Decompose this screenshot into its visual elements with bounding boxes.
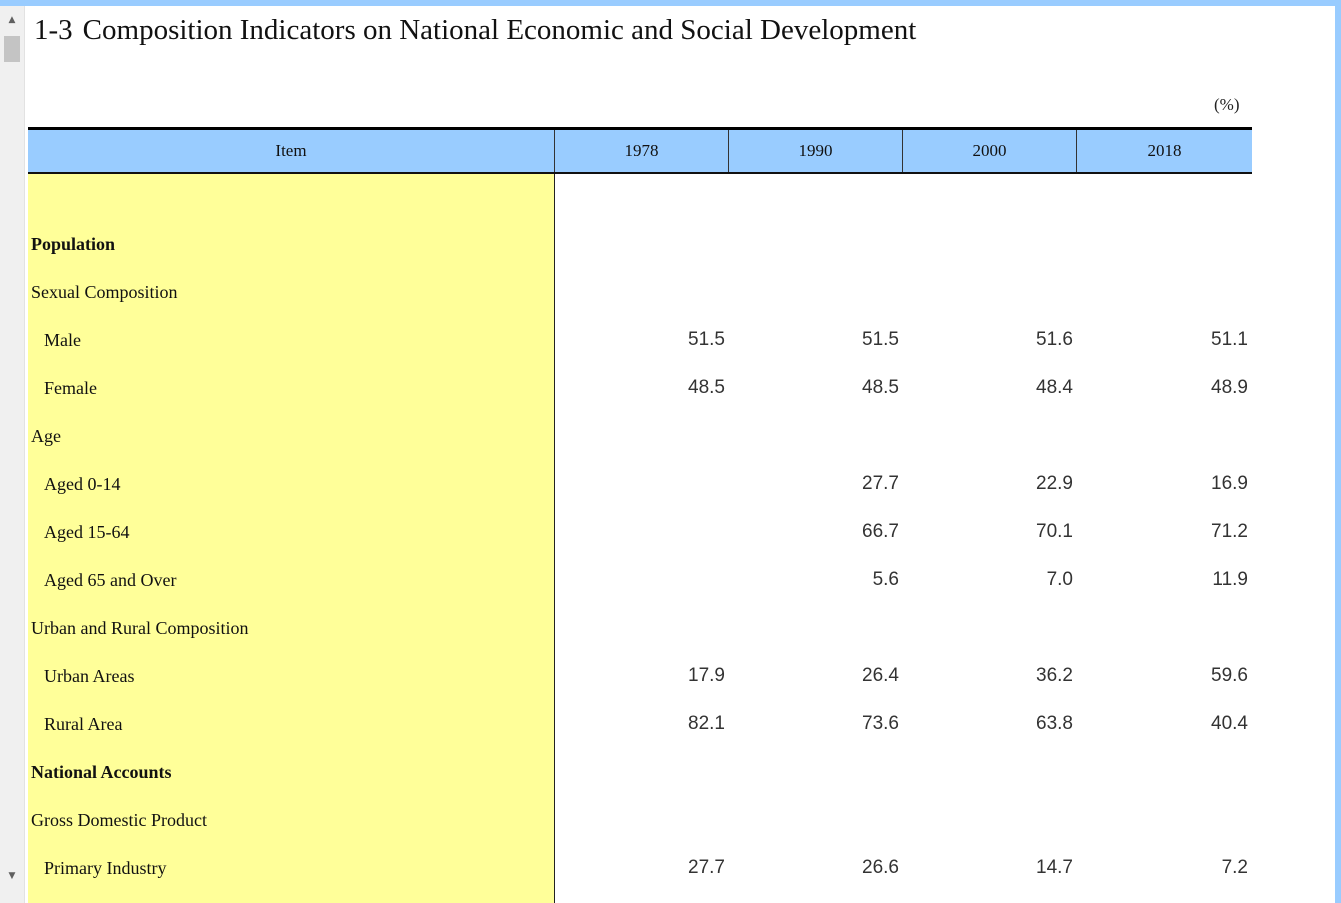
cell-1990: 26.6 <box>862 857 899 878</box>
unit-label: (%) <box>1214 95 1240 114</box>
row-label: Gross Domestic Product <box>31 809 207 830</box>
cell-2000: 14.7 <box>1036 857 1073 878</box>
table-title-text: Composition Indicators on National Econo… <box>82 14 917 46</box>
row-label: Population <box>31 233 116 254</box>
cell-1990: 73.6 <box>862 713 899 734</box>
cell-2000: 70.1 <box>1036 521 1073 542</box>
row-label: National Accounts <box>31 761 172 782</box>
table-number: 1-3 <box>34 14 73 46</box>
cell-1978: 82.1 <box>688 713 725 734</box>
table-row: Rural Area 82.1 73.6 63.8 40.4 <box>28 700 1252 748</box>
cell-2000: 22.9 <box>1036 473 1073 494</box>
row-label: Sexual Composition <box>31 281 178 302</box>
cell-1990: 51.5 <box>862 329 899 350</box>
cell-1990: 27.7 <box>862 473 899 494</box>
cell-2018: 16.9 <box>1211 473 1248 494</box>
row-label: Aged 0-14 <box>44 473 121 494</box>
header-year-1990: 1990 <box>729 130 903 172</box>
cell-1978: 51.5 <box>688 329 725 350</box>
row-label: Urban and Rural Composition <box>31 617 249 638</box>
table-row: Female 48.5 48.5 48.4 48.9 <box>28 364 1252 412</box>
scroll-thumb[interactable] <box>4 36 20 62</box>
cell-2018: 11.9 <box>1212 569 1248 590</box>
item-column-background <box>28 174 555 903</box>
header-year-2018: 2018 <box>1147 141 1182 160</box>
table-header: Item 1978 1990 2000 2018 <box>28 130 1252 174</box>
cell-2000: 51.6 <box>1036 329 1073 350</box>
cell-1990: 5.6 <box>872 569 899 590</box>
table-row: Aged 65 and Over 5.6 7.0 11.9 <box>28 556 1252 604</box>
window-top-border <box>0 0 1341 6</box>
table-row: Urban and Rural Composition <box>28 604 1252 652</box>
row-label: Age <box>31 425 61 446</box>
row-label: Aged 65 and Over <box>44 569 177 590</box>
cell-2000: 36.2 <box>1036 665 1073 686</box>
cell-2000: 7.0 <box>1046 569 1073 590</box>
row-label: Rural Area <box>44 713 123 734</box>
vertical-scrollbar[interactable]: ▲ ▼ <box>0 6 25 903</box>
window-right-border <box>1335 0 1341 903</box>
cell-2018: 7.2 <box>1221 857 1248 878</box>
row-label: Urban Areas <box>44 665 135 686</box>
table-body: Population Sexual Composition Male 51.5 … <box>28 220 1252 892</box>
cell-2018: 48.9 <box>1211 377 1248 398</box>
table-row: Primary Industry 27.7 26.6 14.7 7.2 <box>28 844 1252 892</box>
header-year-2000: 2000 <box>903 130 1077 172</box>
cell-1990: 26.4 <box>862 665 899 686</box>
table-row: Urban Areas 17.9 26.4 36.2 59.6 <box>28 652 1252 700</box>
table-row: Age <box>28 412 1252 460</box>
row-label: Female <box>44 377 97 398</box>
cell-1978: 17.9 <box>688 665 725 686</box>
row-label: Primary Industry <box>44 857 167 878</box>
row-label: Aged 15-64 <box>44 521 130 542</box>
table-row: National Accounts <box>28 748 1252 796</box>
page-title: 1-3 Composition Indicators on National Ec… <box>34 14 916 47</box>
cell-1990: 66.7 <box>862 521 899 542</box>
header-year-1978: 1978 <box>555 130 729 172</box>
scroll-up-arrow-icon[interactable]: ▲ <box>8 15 16 25</box>
table-row: Population <box>28 220 1252 268</box>
table-row: Aged 15-64 66.7 70.1 71.2 <box>28 508 1252 556</box>
table-row: Sexual Composition <box>28 268 1252 316</box>
cell-2018: 59.6 <box>1211 665 1248 686</box>
cell-2000: 48.4 <box>1036 377 1073 398</box>
row-label: Male <box>44 329 81 350</box>
table-top-rule <box>28 127 1252 130</box>
cell-1990: 48.5 <box>862 377 899 398</box>
scroll-down-arrow-icon[interactable]: ▼ <box>8 871 16 881</box>
header-item: Item <box>28 130 555 172</box>
cell-2000: 63.8 <box>1036 713 1073 734</box>
table-row: Gross Domestic Product <box>28 796 1252 844</box>
cell-1978: 27.7 <box>688 857 725 878</box>
table-row: Aged 0-14 27.7 22.9 16.9 <box>28 460 1252 508</box>
cell-2018: 71.2 <box>1211 521 1248 542</box>
cell-2018: 40.4 <box>1211 713 1248 734</box>
table-row: Male 51.5 51.5 51.6 51.1 <box>28 316 1252 364</box>
cell-2018: 51.1 <box>1211 329 1248 350</box>
cell-1978: 48.5 <box>688 377 725 398</box>
